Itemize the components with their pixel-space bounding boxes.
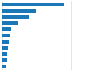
Bar bbox=[2, 27, 11, 31]
Bar bbox=[2, 21, 18, 25]
Bar bbox=[2, 52, 7, 56]
Bar bbox=[2, 34, 10, 37]
Bar bbox=[2, 40, 9, 44]
Bar bbox=[2, 3, 64, 6]
Bar bbox=[2, 65, 6, 68]
Bar bbox=[2, 58, 7, 62]
Bar bbox=[2, 46, 8, 50]
Bar bbox=[2, 9, 36, 13]
Bar bbox=[2, 15, 29, 19]
